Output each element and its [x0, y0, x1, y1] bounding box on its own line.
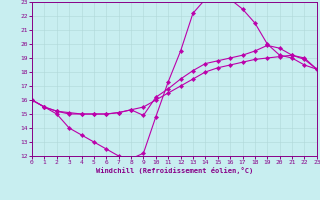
X-axis label: Windchill (Refroidissement éolien,°C): Windchill (Refroidissement éolien,°C)	[96, 167, 253, 174]
